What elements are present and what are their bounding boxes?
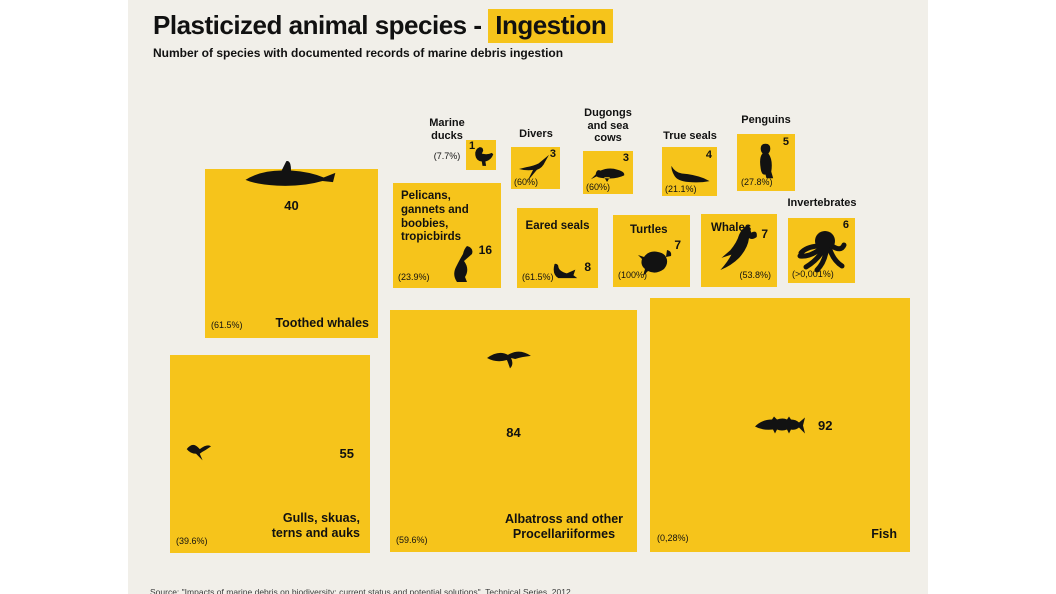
- source-note: Source: "Impacts of marine debris on bio…: [150, 587, 571, 594]
- category-box-divers: 3 (60%): [511, 147, 560, 189]
- category-label: Eared seals: [525, 220, 590, 232]
- category-label: Pelicans, gannets and boobies, tropicbir…: [401, 190, 469, 244]
- sea-lion-icon: [553, 263, 578, 279]
- turtle-icon: [638, 250, 672, 276]
- category-label-penguins: Penguins: [741, 114, 791, 126]
- category-percent: (61.5%): [522, 272, 554, 282]
- category-box-pelicans: Pelicans, gannets and boobies, tropicbir…: [393, 183, 501, 288]
- category-box-penguins: 5 (27.8%): [737, 134, 795, 191]
- category-label-dugongs: Dugongs and sea cows: [584, 107, 632, 145]
- category-label-marine-ducks: Marine ducks: [429, 117, 465, 142]
- species-count: 1: [469, 140, 476, 152]
- category-percent: (100%): [618, 270, 648, 280]
- category-percent: (59.6%): [396, 535, 428, 545]
- category-box-toothed-whales: 40 Toothed whales (61.5%): [205, 161, 378, 338]
- category-percent: (53.8%): [739, 270, 771, 280]
- seal-icon: [671, 165, 710, 183]
- fish-icon: [755, 416, 805, 434]
- species-count: 5: [782, 136, 789, 148]
- category-box-true-seals: 4 (21.1%): [662, 147, 717, 196]
- category-label: Gulls, skuas, terns and auks: [271, 511, 360, 540]
- species-count: 55: [339, 446, 354, 461]
- species-count: 92: [818, 418, 833, 433]
- category-label-divers: Divers: [519, 128, 553, 140]
- category-box-turtles: Turtles 7 (100%): [613, 215, 690, 287]
- species-count: 84: [506, 425, 521, 440]
- duck-icon: [475, 147, 494, 166]
- species-count: 6: [842, 219, 849, 231]
- species-count: 7: [761, 227, 768, 241]
- page-title-plain: Plasticized animal species -: [153, 10, 489, 40]
- category-box-gulls: 55 Gulls, skuas, terns and auks (39.6%): [170, 355, 370, 553]
- category-box-whales: Whales 7 (53.8%): [701, 214, 777, 287]
- dugong-icon: [590, 168, 625, 183]
- category-box-invertebrates: 6 (>0,001%): [788, 218, 855, 283]
- page-title: Plasticized animal species - Ingestion: [153, 9, 614, 43]
- category-box-marine-ducks: 1: [466, 140, 496, 170]
- species-count: 16: [478, 243, 492, 257]
- category-box-eared-seals: Eared seals 8 (61.5%): [517, 208, 598, 288]
- category-label: Albatross and other Procellariiformes: [504, 512, 624, 541]
- gull-icon: [186, 444, 211, 461]
- species-count: 8: [584, 260, 591, 274]
- category-box-dugongs: 3 (60%): [583, 151, 633, 194]
- category-percent: (61.5%): [211, 320, 243, 330]
- category-percent: (27.8%): [741, 177, 773, 187]
- category-percent: (39.6%): [176, 536, 208, 546]
- category-box-albatross: 84 Albatross and other Procellariiformes…: [390, 310, 637, 552]
- species-count: 3: [549, 148, 556, 160]
- page-title-highlight: Ingestion: [488, 9, 614, 43]
- category-percent: (0,28%): [657, 533, 689, 543]
- albatross-icon: [487, 351, 531, 369]
- category-label: Fish: [871, 527, 897, 541]
- diver-icon: [519, 154, 549, 182]
- pelican-icon: [454, 246, 473, 282]
- octopus-icon: [797, 231, 847, 273]
- category-percent: (60%): [514, 177, 539, 187]
- category-label-invertebrates: Invertebrates: [787, 197, 857, 209]
- species-count: 40: [284, 198, 299, 213]
- category-label: Turtles: [630, 224, 668, 236]
- species-count: 3: [622, 152, 629, 164]
- penguin-icon: [760, 143, 774, 179]
- toothed-whale-icon: [245, 161, 336, 186]
- species-count: 7: [674, 238, 681, 252]
- whale-icon: [720, 224, 757, 270]
- category-label: Toothed whales: [275, 316, 369, 330]
- page-subtitle: Number of species with documented record…: [153, 46, 564, 60]
- category-percent: (21.1%): [665, 184, 697, 194]
- category-box-fish: 92 Fish (0,28%): [650, 298, 910, 552]
- species-count: 4: [705, 149, 712, 161]
- category-percent: (60%): [586, 182, 611, 192]
- category-label-true-seals: True seals: [663, 130, 717, 142]
- category-percent: (>0,001%): [792, 269, 834, 279]
- category-percent: (23.9%): [398, 272, 430, 282]
- category-percent-marine-ducks: (7.7%): [433, 151, 461, 161]
- infographic-canvas: Plasticized animal species - Ingestion N…: [128, 0, 928, 594]
